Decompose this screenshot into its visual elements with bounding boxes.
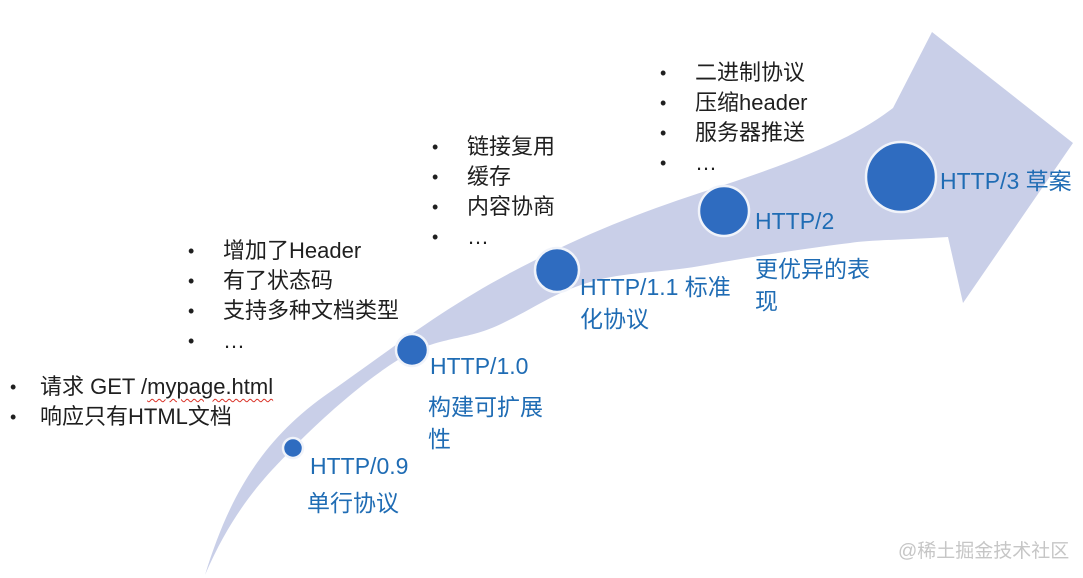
bullet-icon: •	[432, 167, 439, 187]
http10-label: HTTP/1.0	[430, 353, 529, 379]
list-item: • 链接复用	[432, 132, 555, 162]
list-item: • 响应只有HTML文档	[10, 402, 273, 432]
http09-label: HTTP/0.9	[310, 453, 409, 479]
http3-milestone-dot	[864, 140, 938, 214]
bullet-text: 支持多种文档类型	[223, 298, 400, 323]
list-item: • 有了状态码	[188, 266, 399, 296]
bullet-icon: •	[660, 123, 667, 143]
http11-milestone-dot	[533, 246, 581, 294]
http11-label: HTTP/1.1 标准化协议	[580, 274, 731, 332]
request-text: 请求 GET /	[40, 374, 148, 399]
bullet-text: 缓存	[467, 164, 512, 189]
bullet-icon: •	[660, 63, 667, 83]
bullet-icon: •	[660, 93, 667, 113]
list-item: • …	[432, 222, 555, 252]
bullet-icon: •	[188, 331, 195, 351]
bullet-text: 内容协商	[467, 194, 556, 219]
http09-milestone-dot	[281, 436, 305, 460]
http10-sublabel: 构建可扩展性	[428, 394, 543, 452]
bullet-icon: •	[188, 301, 195, 321]
list-item: • 压缩header	[660, 88, 808, 118]
list-item: • 服务器推送	[660, 118, 808, 148]
http2-milestone-dot	[697, 184, 751, 238]
http2-sublabel: 更优异的表现	[755, 256, 870, 314]
http2-feature-list: • 二进制协议 • 压缩header • 服务器推送 • …	[660, 58, 808, 178]
list-item: • 支持多种文档类型	[188, 296, 399, 326]
bullet-icon: •	[10, 407, 17, 427]
bullet-text: 请求 GET /mypage.html	[40, 372, 273, 402]
spellcheck-underlined-text: mypage.html	[147, 374, 274, 399]
list-item: • …	[188, 326, 399, 356]
bullet-text: …	[467, 224, 489, 249]
bullet-icon: •	[188, 271, 195, 291]
bullet-icon: •	[432, 197, 439, 217]
list-item: • 内容协商	[432, 192, 555, 222]
bullet-text: 服务器推送	[695, 120, 806, 145]
watermark: @稀土掘金技术社区	[898, 541, 1070, 562]
bullet-text: 二进制协议	[695, 60, 806, 85]
bullet-text: 增加了Header	[223, 238, 362, 263]
bullet-text: 响应只有HTML文档	[40, 404, 232, 429]
http09-sublabel: 单行协议	[307, 490, 399, 516]
list-item: • 增加了Header	[188, 236, 399, 266]
bullet-text: 有了状态码	[223, 268, 334, 293]
bullet-text: 链接复用	[467, 134, 556, 159]
bullet-icon: •	[432, 137, 439, 157]
http10-feature-list: • 增加了Header • 有了状态码 • 支持多种文档类型 • …	[188, 236, 399, 356]
list-item: • 请求 GET /mypage.html	[10, 372, 273, 402]
bullet-text: …	[695, 150, 717, 175]
http10-milestone-dot	[394, 332, 430, 368]
list-item: • …	[660, 148, 808, 178]
bullet-text: …	[223, 328, 245, 353]
bullet-text: 压缩header	[695, 90, 808, 115]
http3-label: HTTP/3 草案	[940, 168, 1072, 194]
bullet-icon: •	[10, 377, 17, 397]
http2-label: HTTP/2	[755, 208, 835, 234]
curved-arrow-band	[205, 32, 1073, 575]
bullet-icon: •	[660, 153, 667, 173]
list-item: • 二进制协议	[660, 58, 808, 88]
list-item: • 缓存	[432, 162, 555, 192]
http09-feature-list: • 请求 GET /mypage.html • 响应只有HTML文档	[10, 372, 273, 432]
bullet-icon: •	[188, 241, 195, 261]
http11-feature-list: • 链接复用 • 缓存 • 内容协商 • …	[432, 132, 555, 252]
bullet-icon: •	[432, 227, 439, 247]
